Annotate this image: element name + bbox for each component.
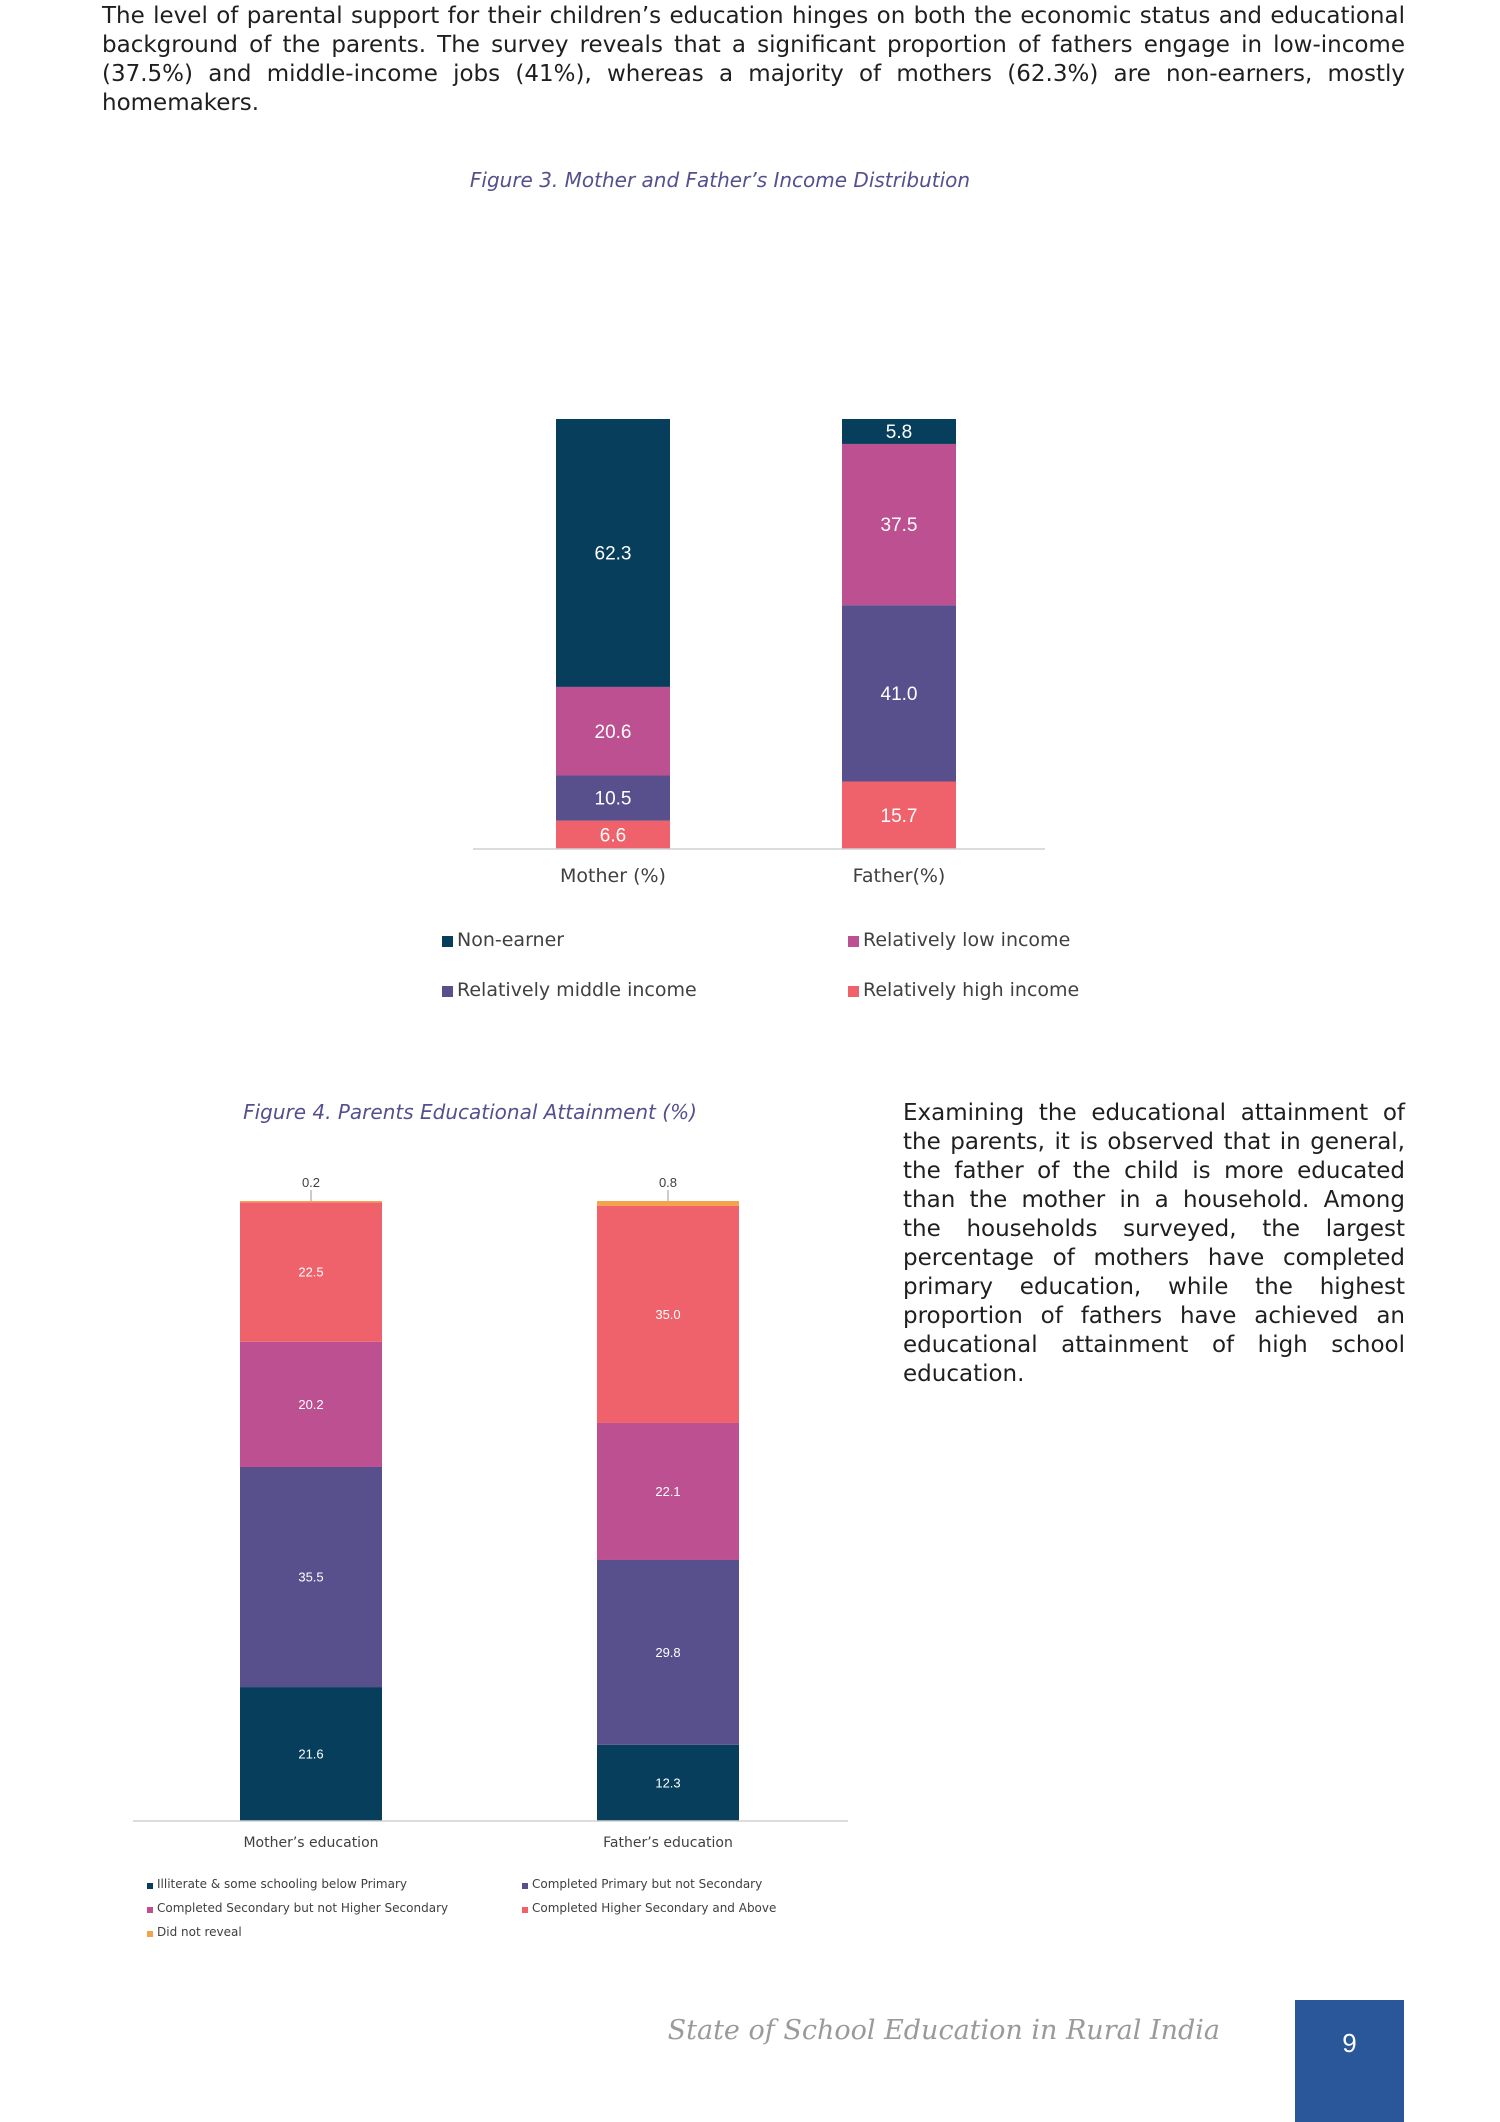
legend-label: Relatively middle income (457, 979, 697, 1001)
data-label: 20.2 (298, 1397, 323, 1412)
page-number: 9 (1342, 2028, 1357, 2058)
bar-segment-completed-higher-secondary-and-above (240, 1202, 382, 1342)
legend-swatch-relatively-middle-income (442, 986, 453, 997)
data-label: 41.0 (881, 684, 918, 705)
data-label: 29.8 (655, 1645, 680, 1660)
legend-label: Non-earner (457, 929, 564, 951)
income-distribution-chart: 6.6 10.5 20.6 62.3 Mother (%) 15.7 41.0 37.5 5.8… (442, 419, 1079, 1001)
data-label: 35.0 (655, 1307, 680, 1322)
bar-segment-relatively-middle-income (556, 775, 670, 821)
bar-segment-completed-secondary-but-not-higher-secondary (597, 1422, 739, 1560)
bar-segment-did-not-reveal (597, 1201, 739, 1206)
data-label: 0.8 (659, 1175, 677, 1190)
legend-label: Completed Secondary but not Higher Secon… (157, 1901, 448, 1915)
data-label: 10.5 (595, 789, 632, 810)
data-label: 15.7 (881, 806, 918, 827)
legend-label: Relatively low income (863, 929, 1070, 951)
data-label: 21.6 (298, 1747, 323, 1762)
category-label: Father(%) (853, 865, 946, 887)
bar-segment-completed-higher-secondary-and-above (597, 1205, 739, 1423)
legend-swatch-relatively-low-income (848, 936, 859, 947)
bar-segment-illiterate-some-schooling-below-primary (240, 1687, 382, 1821)
bar-segment-relatively-middle-income (842, 605, 956, 782)
legend-swatch-did-not-reveal (147, 1931, 153, 1937)
footer-title: State of School Education in Rural India (667, 2015, 1220, 2046)
paragraph-income: The level of parental support for their … (102, 3, 1405, 116)
data-label: 0.2 (302, 1175, 320, 1190)
legend-swatch-completed-higher-secondary-and-above (522, 1907, 528, 1913)
bar-segment-relatively-high-income (842, 781, 956, 849)
bar-segment-completed-primary-but-not-secondary (240, 1466, 382, 1688)
legend-swatch-illiterate-some-schooling-below-primary (147, 1883, 153, 1889)
bar-segment-completed-primary-but-not-secondary (597, 1559, 739, 1745)
legend-swatch-non-earner (442, 936, 453, 947)
category-label: Mother’s education (243, 1835, 378, 1851)
bar-segment-relatively-high-income (556, 820, 670, 849)
legend-swatch-relatively-high-income (848, 986, 859, 997)
bar-segment-relatively-low-income (556, 686, 670, 776)
data-label: 20.6 (595, 722, 632, 743)
bar-segment-relatively-low-income (842, 443, 956, 606)
data-label: 37.5 (881, 515, 918, 536)
legend-swatch-completed-primary-but-not-secondary (522, 1883, 528, 1889)
bar-segment-non-earner (842, 419, 956, 444)
bar-segment-did-not-reveal (240, 1201, 382, 1203)
legend-label: Illiterate & some schooling below Primar… (157, 1877, 407, 1891)
data-label: 22.1 (655, 1484, 680, 1499)
legend-swatch-completed-secondary-but-not-higher-secondary (147, 1907, 153, 1913)
data-label: 6.6 (600, 825, 626, 846)
bar-segment-non-earner (556, 419, 670, 687)
data-label: 5.8 (886, 422, 912, 443)
data-label: 62.3 (595, 544, 632, 565)
legend-label: Relatively high income (863, 979, 1079, 1001)
data-label: 22.5 (298, 1265, 323, 1280)
figure-3-caption: Figure 3. Mother and Father’s Income Dis… (469, 168, 971, 192)
data-label: 35.5 (298, 1570, 323, 1585)
bar-segment-completed-secondary-but-not-higher-secondary (240, 1341, 382, 1467)
category-label: Father’s education (603, 1835, 733, 1851)
figure-4-caption: Figure 4. Parents Educational Attainment… (243, 1100, 697, 1124)
legend-label: Completed Primary but not Secondary (532, 1877, 762, 1891)
page-number-box: 9 (1295, 2000, 1404, 2122)
data-label: 12.3 (655, 1775, 680, 1790)
legend-label: Did not reveal (157, 1925, 242, 1939)
educational-attainment-chart: 21.6 35.5 20.2 22.5 0.2 Mother’s education 12.… (133, 1175, 848, 1939)
bar-segment-illiterate-some-schooling-below-primary (597, 1744, 739, 1821)
legend-label: Completed Higher Secondary and Above (532, 1901, 776, 1915)
paragraph-education: Examining the educational attainment of … (903, 1100, 1405, 1387)
category-label: Mother (%) (560, 865, 666, 887)
